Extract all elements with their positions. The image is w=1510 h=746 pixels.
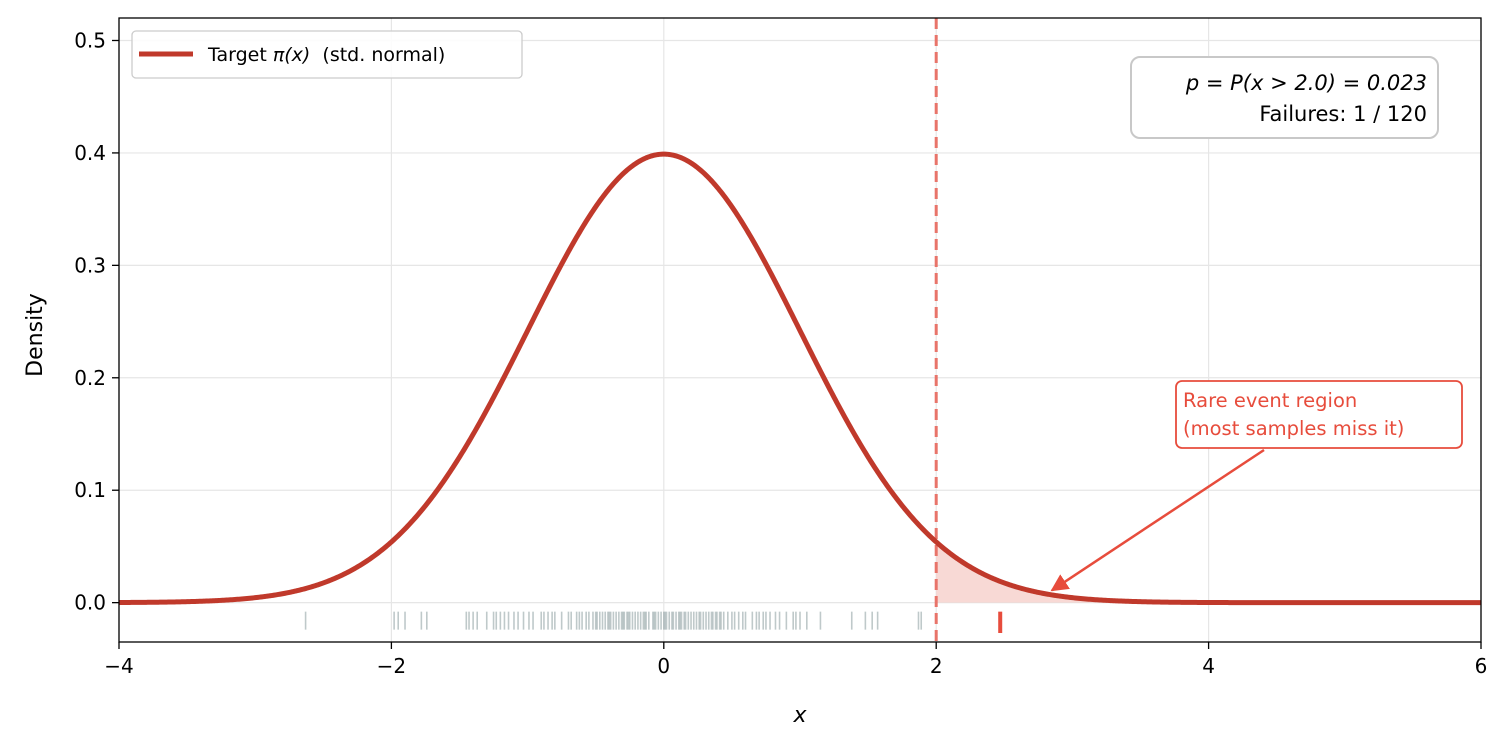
info-box: p = P(x > 2.0) = 0.023 Failures: 1 / 120	[1130, 56, 1439, 139]
info-box-frame	[1130, 56, 1439, 139]
x-tick-label-2: 0	[657, 654, 670, 678]
legend-label-prefix: Target	[207, 44, 273, 66]
legend-label-suffix: (std. normal)	[310, 44, 445, 66]
probability-text: p = P(x > 2.0) = 0.023	[1185, 71, 1427, 95]
legend: Target π(x) (std. normal)	[131, 30, 523, 79]
density-curve	[119, 151, 1481, 606]
y-tick-label-2: 0.2	[74, 366, 106, 390]
x-axis-title: x	[792, 703, 807, 728]
legend-label: Target π(x) (std. normal)	[207, 44, 445, 66]
x-tick-label-3: 2	[930, 654, 943, 678]
failures-text: Failures: 1 / 120	[1259, 102, 1427, 126]
y-tick-label-1: 0.1	[74, 478, 106, 502]
rare-event-area	[936, 541, 1481, 603]
annotation-arrow	[1050, 448, 1265, 592]
legend-box	[131, 30, 523, 79]
axis-ticks: −4 −2 0 2 4 6 0.0 0.1 0.2 0.3 0.4 0.5	[74, 28, 1487, 678]
y-tick-label-4: 0.4	[74, 141, 106, 165]
annotation-box	[1175, 380, 1463, 449]
x-tick-label-0: −4	[104, 654, 133, 678]
sample-rug	[304, 611, 1003, 634]
y-axis-title: Density	[23, 293, 48, 377]
legend-label-symbol: π(x)	[273, 44, 311, 66]
rare-event-shading	[936, 541, 1481, 603]
x-tick-label-1: −2	[377, 654, 406, 678]
x-tick-label-5: 6	[1475, 654, 1488, 678]
annotation-line-1: Rare event region	[1183, 389, 1357, 412]
plot-frame	[118, 17, 1482, 643]
normal-density-line	[119, 151, 1481, 606]
y-tick-label-0: 0.0	[74, 591, 106, 615]
annotation-line-2: (most samples miss it)	[1183, 417, 1404, 440]
y-tick-label-3: 0.3	[74, 253, 106, 277]
x-tick-label-4: 4	[1202, 654, 1215, 678]
rare-event-annotation: Rare event region (most samples miss it)	[1050, 380, 1463, 592]
y-tick-label-5: 0.5	[74, 28, 106, 52]
